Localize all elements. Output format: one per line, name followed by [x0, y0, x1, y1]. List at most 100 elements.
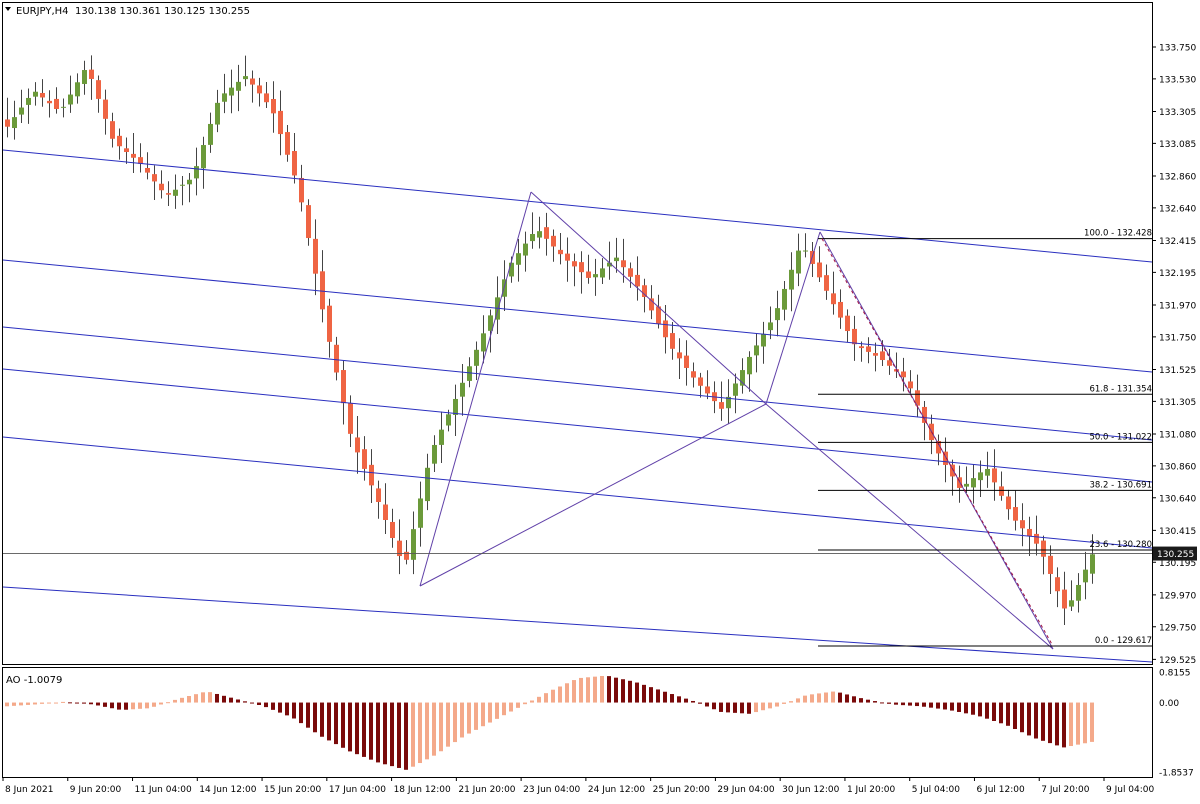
fib-trend-line	[821, 238, 1054, 647]
ao-bar	[1041, 702, 1045, 741]
zigzag-line	[819, 231, 1054, 650]
candle	[726, 396, 731, 409]
ao-bar	[957, 702, 961, 712]
ao-bar	[698, 702, 702, 704]
ao-bar	[992, 702, 996, 721]
candle	[194, 166, 199, 179]
x-tick-label: 9 Jul 04:00	[1106, 785, 1155, 795]
candle	[593, 274, 598, 278]
ao-bar	[642, 684, 646, 703]
candle	[992, 468, 997, 483]
ao-bar	[271, 702, 275, 710]
y-tick-label: 131.970	[1159, 301, 1196, 311]
ao-bar	[390, 702, 394, 767]
ao-bar	[726, 702, 730, 713]
candle	[75, 82, 80, 97]
candle	[677, 352, 682, 359]
candle	[481, 333, 486, 352]
candle	[96, 80, 101, 99]
candle	[166, 193, 171, 195]
ao-bar	[54, 702, 58, 704]
ao-bar	[215, 693, 219, 703]
fib-level-label: 0.0 - 129.617	[1095, 636, 1152, 646]
candle	[362, 449, 367, 469]
ao-bar	[376, 702, 380, 763]
x-tick-label: 8 Jun 2021	[5, 785, 53, 795]
ao-bar	[194, 694, 198, 703]
candle	[1020, 520, 1025, 529]
candle	[341, 370, 346, 404]
x-tick-label: 9 Jun 20:00	[70, 785, 122, 795]
x-tick-label: 11 Jun 04:00	[135, 785, 192, 795]
candle	[845, 315, 850, 332]
ao-tick-label: 0.8155	[1159, 669, 1191, 679]
y-tick-label: 129.750	[1159, 623, 1196, 633]
ao-bar	[1090, 702, 1094, 742]
ao-bar	[859, 698, 863, 703]
ao-bar	[789, 701, 793, 703]
ao-bar	[110, 702, 114, 709]
ao-bar	[845, 694, 849, 703]
ao-bar	[397, 702, 401, 768]
candle	[33, 91, 38, 97]
candle	[943, 451, 948, 465]
ao-bar	[985, 702, 989, 719]
candle	[544, 227, 549, 239]
candle	[152, 174, 157, 182]
zigzag-line	[419, 403, 767, 587]
fib-level-label: 38.2 - 130.691	[1089, 480, 1152, 490]
candle	[999, 486, 1004, 496]
ao-bar	[166, 702, 170, 704]
candle	[187, 179, 192, 185]
x-tick-label: 18 Jun 12:00	[394, 785, 451, 795]
zigzag-line	[765, 403, 1054, 650]
ao-bar	[152, 702, 156, 707]
ao-bar	[537, 696, 541, 703]
ao-bar	[285, 702, 289, 716]
candle	[306, 205, 311, 239]
candle	[425, 467, 430, 502]
ao-bar	[201, 692, 205, 703]
ao-bar	[628, 680, 632, 703]
candle	[376, 488, 381, 502]
ao-bar	[61, 701, 65, 703]
candle	[236, 81, 241, 91]
ao-bar	[649, 687, 653, 703]
ao-bar	[838, 692, 842, 703]
x-tick-label: 30 Jun 12:00	[782, 785, 839, 795]
ao-bar	[761, 702, 765, 711]
y-tick-label: 130.195	[1159, 559, 1196, 569]
ohlc-readout: 130.138 130.361 130.125 130.255	[75, 6, 250, 17]
candle	[222, 93, 227, 102]
y-tick-label: 129.970	[1159, 591, 1196, 601]
candle	[1076, 584, 1081, 601]
ao-bar	[936, 702, 940, 709]
candle	[208, 123, 213, 145]
candle	[523, 243, 528, 256]
ao-bar	[341, 702, 345, 748]
ao-bar	[754, 702, 758, 713]
y-tick-label: 130.860	[1159, 462, 1196, 472]
ao-bar	[810, 694, 814, 703]
candle	[635, 274, 640, 287]
ao-bar	[5, 702, 9, 707]
ao-bar	[124, 702, 128, 710]
y-tick-label: 132.640	[1159, 204, 1196, 214]
candle	[600, 268, 605, 278]
symbol-label: EURJPY,H4	[16, 6, 69, 17]
candle	[446, 414, 451, 426]
ao-bar	[943, 702, 947, 710]
y-tick-label: 129.525	[1159, 656, 1196, 666]
y-tick-label: 131.305	[1159, 398, 1196, 408]
ao-bar	[117, 702, 121, 710]
ao-bar	[257, 702, 261, 705]
ao-bar	[873, 701, 877, 703]
x-tick-label: 25 Jun 20:00	[653, 785, 710, 795]
candle	[1027, 528, 1032, 537]
fib-level-label: 100.0 - 132.428	[1084, 229, 1152, 239]
current-price-tag	[1153, 546, 1197, 561]
candle	[61, 106, 66, 108]
ao-bar	[572, 680, 576, 703]
ao-bar	[901, 702, 905, 706]
